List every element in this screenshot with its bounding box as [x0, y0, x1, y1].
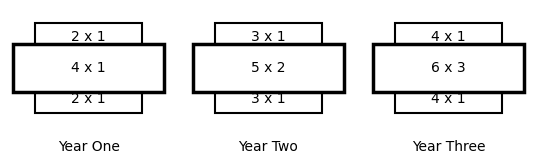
Text: 2 x 1: 2 x 1 [71, 92, 106, 106]
Text: 6 x 3: 6 x 3 [431, 61, 466, 75]
Bar [35, 86, 142, 113]
Bar [395, 86, 502, 113]
Text: Year Two: Year Two [238, 140, 299, 154]
Bar [395, 23, 502, 50]
Bar [215, 86, 322, 113]
Text: 4 x 1: 4 x 1 [431, 92, 466, 106]
Text: Year Three: Year Three [412, 140, 485, 154]
Bar [193, 44, 344, 92]
Bar [13, 44, 164, 92]
Text: 3 x 1: 3 x 1 [251, 30, 286, 44]
Text: 4 x 1: 4 x 1 [71, 61, 106, 75]
Bar [35, 23, 142, 50]
Text: 4 x 1: 4 x 1 [431, 30, 466, 44]
Bar [215, 23, 322, 50]
Text: 5 x 2: 5 x 2 [251, 61, 286, 75]
Text: Year One: Year One [57, 140, 120, 154]
Text: 2 x 1: 2 x 1 [71, 30, 106, 44]
Text: 3 x 1: 3 x 1 [251, 92, 286, 106]
Bar [373, 44, 524, 92]
